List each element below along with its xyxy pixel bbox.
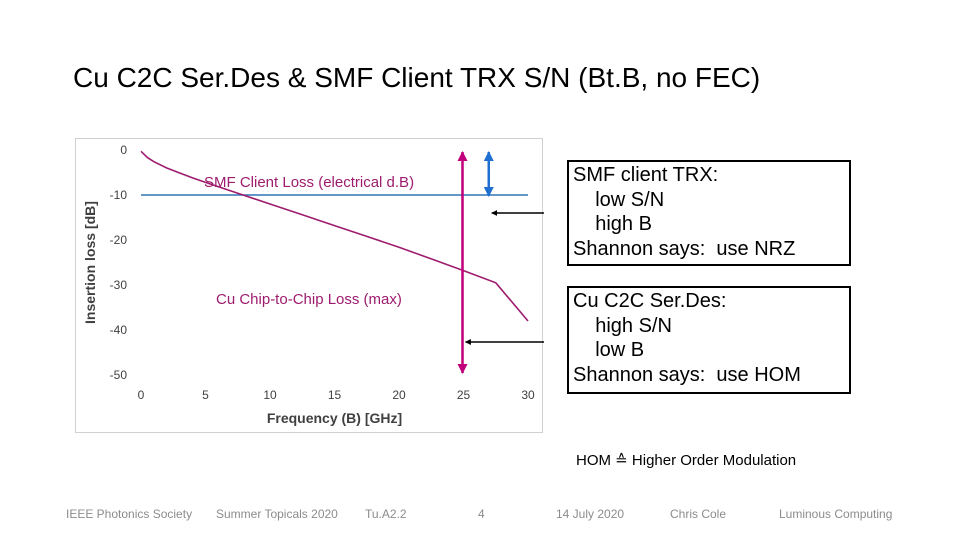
hom-definition-note: HOM ≙ Higher Order Modulation bbox=[576, 452, 797, 469]
x-tick-label: 10 bbox=[263, 388, 277, 402]
insertion-loss-chart: 0 -10 -20 -30 -40 -50 0 5 10 15 20 25 30 Frequency (B… bbox=[82, 143, 544, 426]
x-tick-label: 15 bbox=[328, 388, 342, 402]
footer-company: Luminous Computing bbox=[779, 507, 893, 521]
x-tick-label: 5 bbox=[202, 388, 209, 402]
y-axis-label: Insertion loss [dB] bbox=[82, 201, 98, 324]
footer-session: Tu.A2.2 bbox=[365, 507, 407, 521]
chart-area: 0 -10 -20 -30 -40 -50 0 5 10 15 20 25 30 Frequency (B… bbox=[75, 138, 544, 433]
y-tick-label: -40 bbox=[110, 323, 128, 337]
series-label-cu-chip-loss: Cu Chip-to-Chip Loss (max) bbox=[216, 291, 402, 308]
x-axis-label: Frequency (B) [GHz] bbox=[267, 410, 402, 426]
y-tick-label: -20 bbox=[110, 233, 128, 247]
series-line-cu-chip-loss bbox=[140, 150, 529, 322]
footer-author: Chris Cole bbox=[670, 507, 727, 521]
page-title: Cu C2C Ser.Des & SMF Client TRX S/N (Bt.… bbox=[73, 62, 761, 93]
y-tick-label: -10 bbox=[110, 188, 128, 202]
series-label-smf-client-loss: SMF Client Loss (electrical d.B) bbox=[204, 174, 414, 191]
footer-event: Summer Topicals 2020 bbox=[216, 507, 338, 521]
y-tick-label: 0 bbox=[120, 143, 127, 157]
x-tick-label: 30 bbox=[521, 388, 535, 402]
footer-page-number: 4 bbox=[478, 507, 485, 521]
smf-trx-callout: SMF client TRX: low S/N high B Shannon s… bbox=[567, 160, 851, 266]
x-tick-label: 25 bbox=[457, 388, 471, 402]
x-tick-label: 20 bbox=[392, 388, 406, 402]
y-tick-label: -50 bbox=[110, 368, 128, 382]
footer-date: 14 July 2020 bbox=[556, 507, 625, 521]
x-tick-label: 0 bbox=[138, 388, 145, 402]
y-tick-label: -30 bbox=[110, 278, 128, 292]
footer-society: IEEE Photonics Society bbox=[66, 507, 193, 521]
cu-serdes-callout: Cu C2C Ser.Des: high S/N low B Shannon s… bbox=[567, 286, 851, 394]
